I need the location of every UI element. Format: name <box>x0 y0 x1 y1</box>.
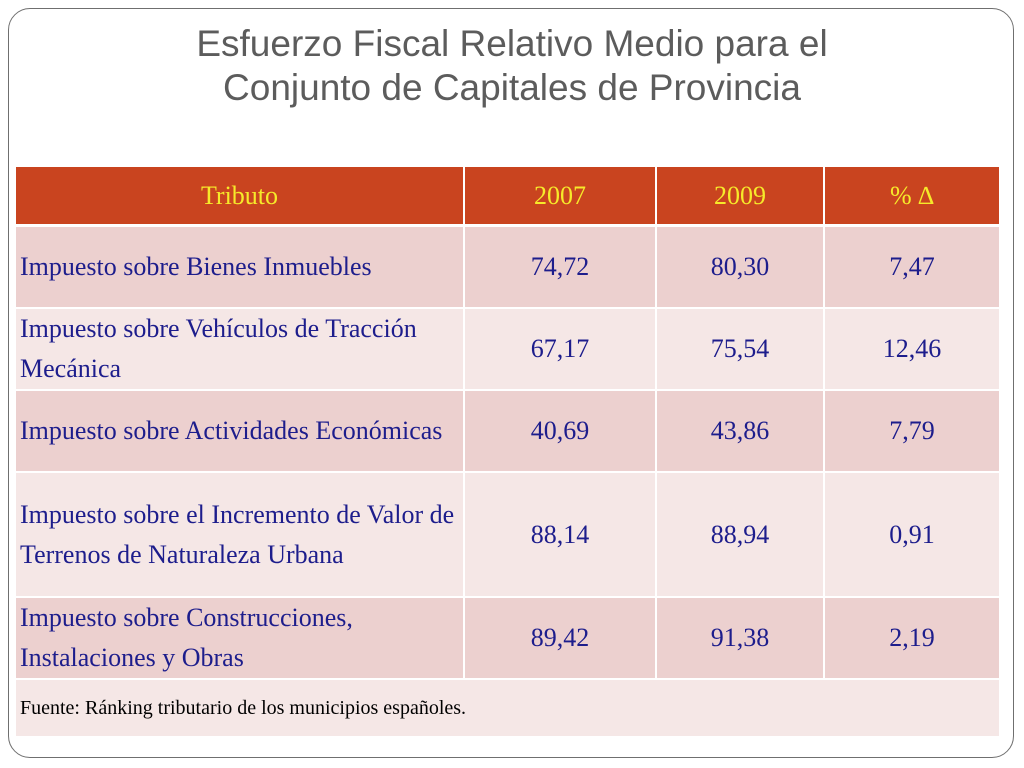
table-header-row: Tributo 2007 2009 % ∆ <box>16 167 999 227</box>
table-row: Impuesto sobre Vehículos de Tracción Mec… <box>16 308 999 391</box>
slide-title-line-1: Esfuerzo Fiscal Relativo Medio para el <box>196 23 828 64</box>
source-row: Fuente: Ránking tributario de los munici… <box>16 679 999 736</box>
value-2009-cell: 80,30 <box>656 225 825 309</box>
pct-change-cell: 0,91 <box>824 472 999 598</box>
tax-name-cell: Impuesto sobre Vehículos de Tracción Mec… <box>16 308 465 391</box>
value-2009-cell: 43,86 <box>656 390 825 473</box>
pct-change-cell: 12,46 <box>824 308 999 391</box>
tax-name-cell: Impuesto sobre Bienes Inmuebles <box>16 225 465 309</box>
pct-change-cell: 7,79 <box>824 390 999 473</box>
value-2007-cell: 40,69 <box>464 390 657 473</box>
value-2009-cell: 75,54 <box>656 308 825 391</box>
tax-name-cell: Impuesto sobre Actividades Económicas <box>16 390 465 473</box>
header-2007: 2007 <box>464 167 657 227</box>
source-note: Fuente: Ránking tributario de los munici… <box>16 679 999 736</box>
pct-change-cell: 2,19 <box>824 597 999 680</box>
pct-change-cell: 7,47 <box>824 225 999 309</box>
tax-effort-table: Tributo 2007 2009 % ∆ Impuesto sobre Bie… <box>16 167 999 736</box>
value-2007-cell: 67,17 <box>464 308 657 391</box>
value-2009-cell: 88,94 <box>656 472 825 598</box>
table-row: Impuesto sobre Construcciones, Instalaci… <box>16 597 999 680</box>
slide-title: Esfuerzo Fiscal Relativo Medio para el C… <box>20 22 1004 110</box>
slide-title-line-2: Conjunto de Capitales de Provincia <box>223 67 801 108</box>
header-2009: 2009 <box>656 167 825 227</box>
value-2009-cell: 91,38 <box>656 597 825 680</box>
table-row: Impuesto sobre el Incremento de Valor de… <box>16 472 999 598</box>
table-row: Impuesto sobre Actividades Económicas 40… <box>16 390 999 473</box>
value-2007-cell: 89,42 <box>464 597 657 680</box>
table-row: Impuesto sobre Bienes Inmuebles 74,72 80… <box>16 225 999 309</box>
value-2007-cell: 74,72 <box>464 225 657 309</box>
header-tributo: Tributo <box>16 167 465 227</box>
tax-name-cell: Impuesto sobre Construcciones, Instalaci… <box>16 597 465 680</box>
header-pct-change: % ∆ <box>824 167 999 227</box>
value-2007-cell: 88,14 <box>464 472 657 598</box>
tax-name-cell: Impuesto sobre el Incremento de Valor de… <box>16 472 465 598</box>
